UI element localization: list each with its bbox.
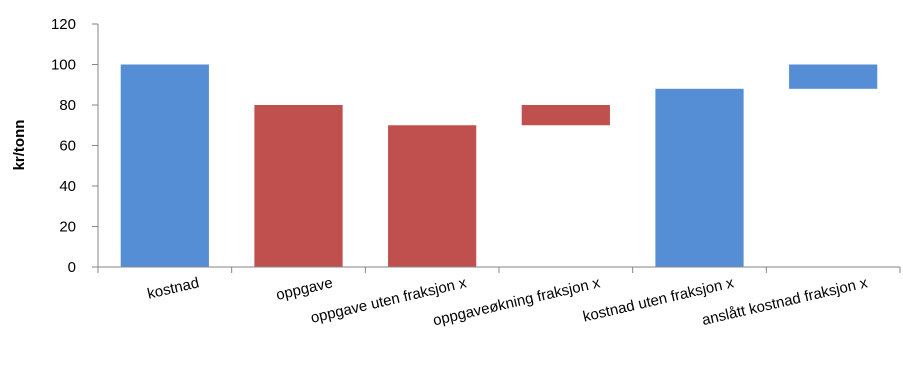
y-tick-label-2: 40 [59,178,76,195]
y-tick-label-5: 100 [51,57,76,74]
axes-layer [92,23,901,273]
y-tick-label-1: 20 [59,219,76,236]
bars-layer [120,64,878,267]
x-tick-label-1: kostnad [146,274,201,302]
bar-4 [521,105,610,126]
y-tick-label-4: 80 [59,97,76,114]
y-tick-label-6: 120 [51,16,76,33]
bar-3 [388,125,477,267]
bar-1 [120,64,209,267]
bar-2 [254,105,343,267]
y-tick-label-0: 0 [68,259,76,276]
y-tick-labels: 0 20 40 60 80 100 120 [51,16,76,276]
y-axis-label: kr/tonn [11,120,28,171]
x-tick-label-2: oppgave [274,274,334,304]
bar-5 [655,88,744,267]
bar-6 [789,64,878,89]
y-tick-label-3: 60 [59,138,76,155]
